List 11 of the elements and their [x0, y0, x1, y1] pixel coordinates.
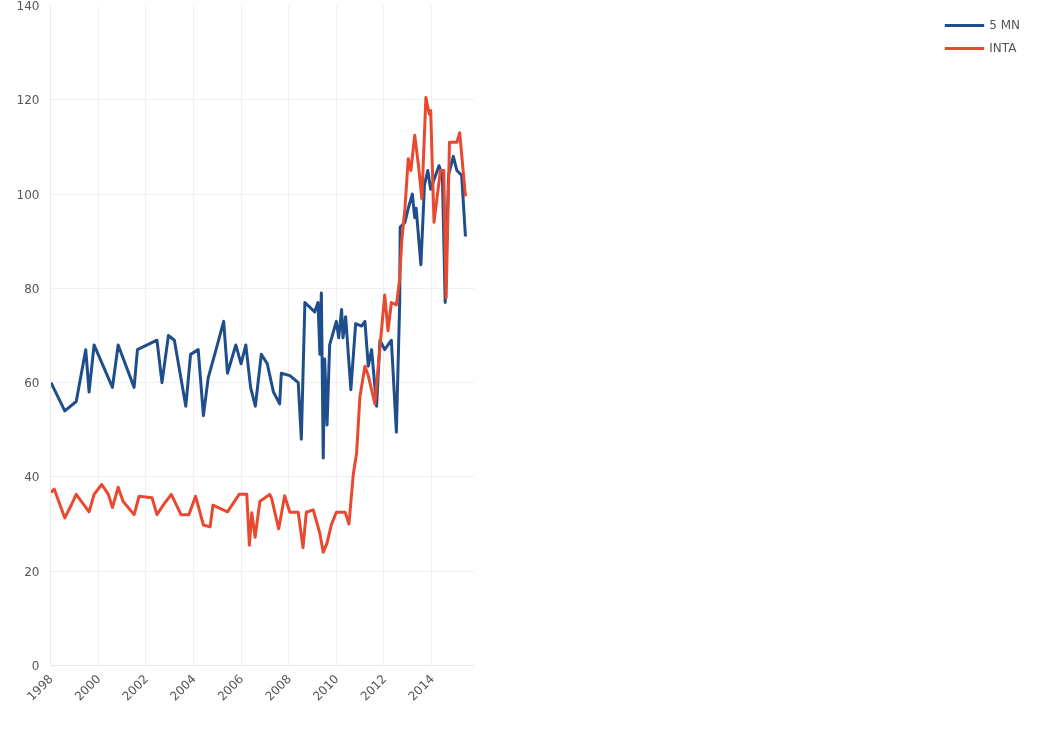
y-tick-label: 0 — [31, 659, 40, 673]
y-tick-label: 80 — [24, 281, 40, 296]
line-series — [50, 95, 467, 554]
legend-label: INTA — [989, 41, 1017, 55]
legend-label: 5 MN — [989, 18, 1020, 32]
y-tick-label: 20 — [24, 564, 40, 579]
y-tick-label: 140 — [16, 0, 40, 13]
y-tick-label: 120 — [16, 93, 40, 108]
y-tick-label: 40 — [24, 470, 40, 485]
y-tick-label: 60 — [24, 376, 40, 391]
y-tick-label: 100 — [16, 187, 40, 202]
